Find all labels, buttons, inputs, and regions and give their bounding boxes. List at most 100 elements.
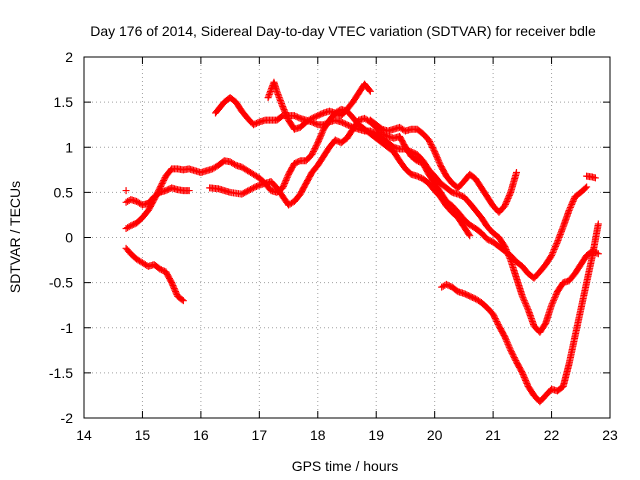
data-point xyxy=(548,250,556,258)
x-tick-label: 14 xyxy=(76,427,92,443)
data-points xyxy=(122,78,602,406)
data-point xyxy=(552,291,560,299)
data-point xyxy=(169,282,177,290)
y-tick-labels: -2 -1.5 -1 -0.5 0 0.5 1 1.5 2 xyxy=(49,49,73,426)
y-tick-label: -1 xyxy=(61,320,74,336)
series-sat-c xyxy=(122,244,187,305)
series-sat-f xyxy=(264,78,374,133)
data-point xyxy=(566,205,574,213)
data-point xyxy=(156,184,164,192)
y-tick-label: 0.5 xyxy=(54,184,74,200)
data-point xyxy=(523,303,531,311)
data-point xyxy=(366,87,374,95)
data-point xyxy=(280,181,288,189)
data-point xyxy=(282,176,290,184)
data-point xyxy=(318,128,326,136)
x-tick-label: 20 xyxy=(427,427,443,443)
data-point xyxy=(594,220,602,228)
data-point xyxy=(548,301,556,309)
chart-title: Day 176 of 2014, Sidereal Day-to-day VTE… xyxy=(90,23,596,39)
data-point xyxy=(428,142,436,150)
data-point xyxy=(503,337,511,345)
data-point xyxy=(501,243,509,251)
data-point xyxy=(521,298,529,306)
data-point xyxy=(503,339,511,347)
data-point xyxy=(501,333,509,341)
data-point xyxy=(125,223,133,231)
data-point xyxy=(185,187,193,195)
data-point xyxy=(549,298,557,306)
data-point xyxy=(503,197,511,205)
data-point xyxy=(551,294,559,302)
data-point xyxy=(172,288,180,296)
data-point xyxy=(520,297,528,305)
data-point xyxy=(506,190,514,198)
data-point xyxy=(504,194,512,202)
data-point xyxy=(550,297,558,305)
data-point xyxy=(160,177,168,185)
data-point xyxy=(434,155,442,163)
data-point xyxy=(312,142,320,150)
x-tick-label: 21 xyxy=(485,427,501,443)
data-point xyxy=(522,301,530,309)
x-tick-label: 17 xyxy=(252,427,268,443)
x-axis-label: GPS time / hours xyxy=(292,458,399,474)
data-point xyxy=(179,297,187,305)
data-point xyxy=(314,137,322,145)
data-point xyxy=(279,182,287,190)
data-point xyxy=(279,103,287,111)
data-point xyxy=(168,279,176,287)
data-point xyxy=(283,175,291,183)
data-point xyxy=(283,112,291,120)
data-point xyxy=(316,133,324,141)
y-axis-label: SDTVAR / TECUs xyxy=(7,181,23,293)
data-point xyxy=(502,336,510,344)
data-point xyxy=(548,300,556,308)
x-tick-label: 16 xyxy=(193,427,209,443)
data-point xyxy=(504,340,512,348)
data-point xyxy=(565,206,573,214)
y-tick-label: 1.5 xyxy=(54,94,74,110)
data-point xyxy=(550,247,558,255)
y-tick-label: -2 xyxy=(61,410,74,426)
data-point xyxy=(503,247,511,255)
data-point xyxy=(365,86,373,94)
data-point xyxy=(522,300,530,308)
data-point xyxy=(505,343,513,351)
data-point xyxy=(550,295,558,303)
y-tick-label: 0 xyxy=(65,230,73,246)
data-point xyxy=(315,136,323,144)
data-point xyxy=(283,113,291,121)
data-point xyxy=(493,318,501,326)
axis-ticks xyxy=(83,56,611,419)
series-sat-g xyxy=(366,116,520,216)
data-point xyxy=(520,373,528,381)
data-point xyxy=(502,199,510,207)
y-tick-label: -0.5 xyxy=(49,275,73,291)
data-point xyxy=(178,296,186,304)
data-point xyxy=(505,252,513,260)
data-point xyxy=(593,249,601,257)
data-point xyxy=(505,191,513,199)
data-point xyxy=(551,244,559,252)
data-point xyxy=(505,253,513,261)
data-point xyxy=(280,106,288,114)
data-point xyxy=(282,110,290,118)
data-point xyxy=(171,286,179,294)
data-point xyxy=(489,310,497,318)
data-point xyxy=(504,250,512,258)
data-point xyxy=(591,174,599,182)
data-point xyxy=(566,203,574,211)
data-point xyxy=(512,169,520,177)
data-point xyxy=(568,199,576,207)
x-tick-label: 19 xyxy=(368,427,384,443)
data-point xyxy=(521,375,529,383)
data-point xyxy=(281,107,289,115)
data-point xyxy=(551,243,559,251)
data-point xyxy=(281,109,289,117)
data-point xyxy=(279,184,287,192)
data-point xyxy=(314,139,322,147)
data-point xyxy=(501,334,509,342)
